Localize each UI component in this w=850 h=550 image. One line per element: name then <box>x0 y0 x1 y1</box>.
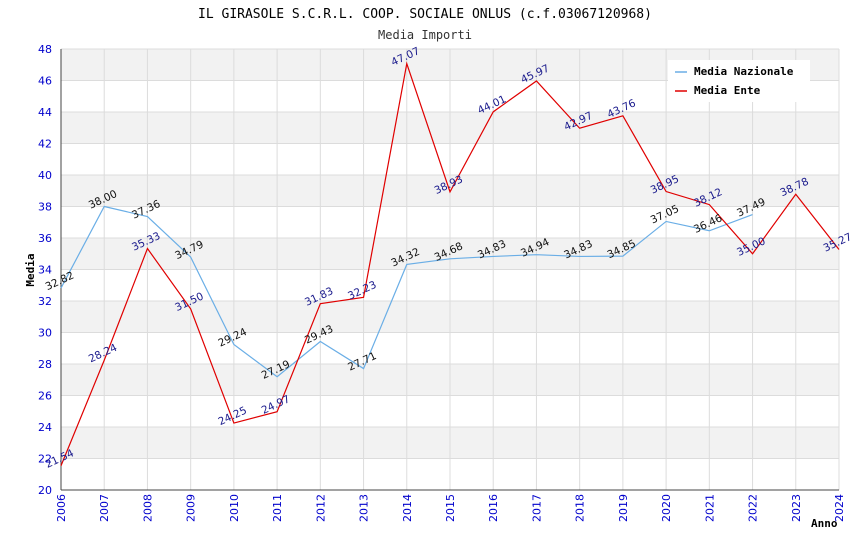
x-tick-label: 2012 <box>314 494 327 522</box>
data-label-media-ente: 21.54 <box>44 447 77 471</box>
data-label-media-ente: 24.97 <box>260 393 292 417</box>
chart-title: IL GIRASOLE S.C.R.L. COOP. SOCIALE ONLUS… <box>198 7 652 22</box>
y-tick-label: 40 <box>38 169 52 182</box>
y-tick-label: 36 <box>38 232 52 245</box>
y-tick-label: 30 <box>38 327 52 340</box>
legend-box <box>668 60 810 102</box>
x-tick-label: 2014 <box>401 494 414 522</box>
x-tick-label: 2019 <box>617 494 630 522</box>
x-axis-label: Anno <box>811 517 838 530</box>
data-label-media-nazionale: 36.46 <box>692 212 725 236</box>
x-tick-label: 2021 <box>703 494 716 522</box>
y-tick-label: 42 <box>38 138 52 151</box>
y-tick-label: 22 <box>38 453 52 466</box>
x-tick-label: 2009 <box>185 494 198 522</box>
y-tick-label: 46 <box>38 75 52 88</box>
y-tick-label: 48 <box>38 43 52 56</box>
y-tick-label: 38 <box>38 201 52 214</box>
series-line-media-nazionale <box>60 205 753 378</box>
x-tick-label: 2023 <box>790 494 803 522</box>
x-tick-label: 2006 <box>55 494 68 522</box>
data-label-media-ente: 24.25 <box>216 405 248 429</box>
x-tick-label: 2024 <box>833 494 846 522</box>
x-tick-label: 2016 <box>487 494 500 522</box>
legend-label-media-nazionale: Media Nazionale <box>694 65 794 78</box>
y-tick-label: 34 <box>38 264 52 277</box>
y-tick-label: 32 <box>38 295 52 308</box>
y-tick-label: 20 <box>38 484 52 497</box>
series-line-media-ente <box>60 61 840 466</box>
series-lines <box>60 61 840 466</box>
y-tick-label: 26 <box>38 390 52 403</box>
x-tick-label: 2015 <box>444 494 457 522</box>
x-tick-label: 2017 <box>530 494 543 522</box>
y-axis-label: Media <box>24 253 37 286</box>
legend: Media Nazionale Media Ente <box>668 60 810 102</box>
y-tick-label: 44 <box>38 106 52 119</box>
x-tick-label: 2010 <box>228 494 241 522</box>
x-tick-label: 2008 <box>141 494 154 522</box>
x-tick-label: 2007 <box>98 494 111 522</box>
chart-subtitle: Media Importi <box>378 28 472 42</box>
x-tick-label: 2018 <box>574 494 587 522</box>
x-tick-label: 2022 <box>747 494 760 522</box>
legend-label-media-ente: Media Ente <box>694 84 761 97</box>
x-tick-label: 2013 <box>358 494 371 522</box>
y-tick-label: 28 <box>38 358 52 371</box>
x-tick-label: 2011 <box>271 494 284 522</box>
x-tick-label: 2020 <box>660 494 673 522</box>
data-label-media-ente: 32.23 <box>346 279 378 303</box>
y-tick-label: 24 <box>38 421 52 434</box>
